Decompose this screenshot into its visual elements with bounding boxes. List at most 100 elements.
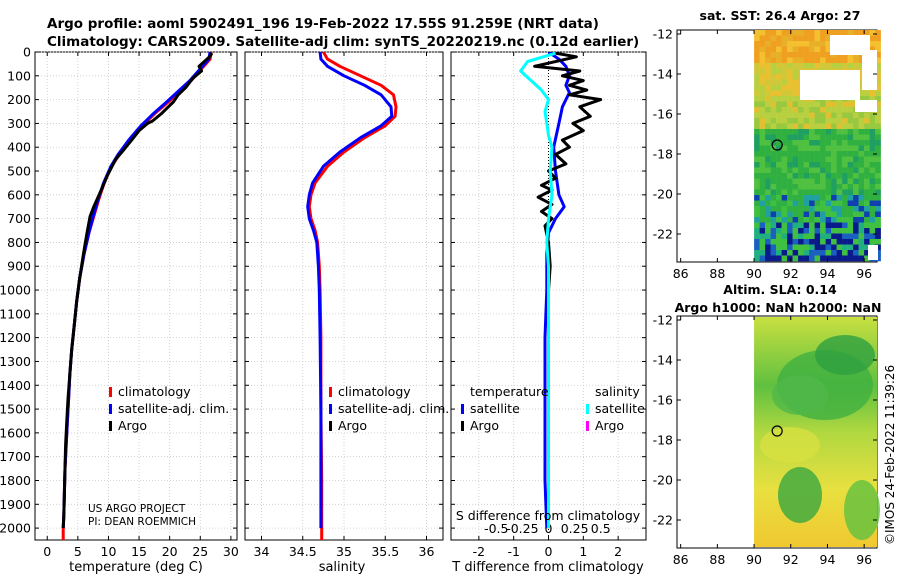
sst-cell <box>787 63 793 69</box>
sst-cell <box>798 195 804 201</box>
sst-cell <box>864 211 870 218</box>
sst-cell <box>798 222 804 229</box>
sst-cell <box>798 30 804 36</box>
sst-cell <box>787 74 793 80</box>
sst-cell <box>809 250 815 256</box>
sst-cell <box>875 96 881 102</box>
sst-cell <box>820 167 826 174</box>
sst-cell <box>814 134 821 141</box>
sst-cell <box>864 140 870 146</box>
sst-cell <box>803 206 810 212</box>
sst-cell <box>765 151 771 157</box>
sst-cell <box>831 173 837 179</box>
sla-blob <box>760 427 820 463</box>
sst-cell <box>836 63 843 69</box>
sst-cell <box>820 222 826 229</box>
sst-cell <box>792 96 799 102</box>
map-x-tick-label: 96 <box>856 266 872 281</box>
sst-cell <box>765 57 771 64</box>
sst-cell <box>836 233 843 240</box>
sst-cell <box>803 134 810 141</box>
sst-cell <box>825 46 832 53</box>
sst-cell <box>787 46 793 53</box>
sst-cell <box>781 178 788 185</box>
sst-cell <box>759 233 766 240</box>
sst-cell <box>869 184 876 190</box>
sst-cell <box>831 200 837 207</box>
sst-cell <box>809 112 815 119</box>
sst-cell <box>754 184 760 190</box>
sst-cell <box>770 107 777 113</box>
sst-cell <box>770 200 777 207</box>
sst-cell <box>825 162 832 168</box>
map-x-tick-label: 88 <box>709 552 725 567</box>
sst-cell <box>842 206 848 212</box>
sst-cell <box>770 228 777 234</box>
sst-cell <box>776 112 782 119</box>
sst-cell <box>770 68 777 75</box>
sst-cell <box>853 167 859 174</box>
sst-cell <box>869 206 876 212</box>
sst-cell <box>759 184 766 190</box>
sst-cell <box>853 57 859 64</box>
sst-cell <box>781 244 788 251</box>
sla-blob <box>844 480 880 540</box>
sst-cell <box>770 206 777 212</box>
sst-cell <box>781 173 788 179</box>
sst-cell <box>853 63 859 69</box>
sst-cell <box>754 129 760 135</box>
sst-map-ticks: 86 88 90 92 94 96 -12 -14 -16 -18 -20 -22 <box>653 27 877 281</box>
sst-cell <box>759 134 766 141</box>
sst-cell <box>858 79 865 86</box>
sst-cell <box>825 250 832 256</box>
sst-cell <box>776 101 782 108</box>
sst-cell <box>809 200 815 207</box>
sst-cell <box>759 189 766 196</box>
y-tick-label: 300 <box>7 116 31 131</box>
sst-cell <box>776 134 782 141</box>
sst-cell <box>864 123 870 130</box>
sst-cell <box>770 156 777 163</box>
sst-cell <box>831 189 837 196</box>
sst-cell <box>825 217 832 223</box>
sst-cell <box>754 134 760 141</box>
sst-cell <box>759 57 766 64</box>
sst-cell <box>792 162 799 168</box>
x-tick-label: 15 <box>131 544 147 559</box>
sst-cell <box>825 123 832 130</box>
sst-cell <box>754 90 760 97</box>
sst-cell <box>754 112 760 119</box>
sst-cell <box>858 96 865 102</box>
sst-cell <box>842 123 848 130</box>
sst-cell <box>765 156 771 163</box>
sst-cell <box>864 255 870 262</box>
sst-cell <box>831 63 837 69</box>
sst-cell <box>754 162 760 168</box>
sst-cell <box>770 244 777 251</box>
sst-cell <box>770 222 777 229</box>
sst-cell <box>858 189 865 196</box>
sst-cell <box>825 222 832 229</box>
sst-cell <box>864 118 870 124</box>
sst-cell <box>853 129 859 135</box>
sst-cell <box>759 85 766 91</box>
sst-cell <box>831 195 837 201</box>
sst-cell <box>869 178 876 185</box>
sst-cell <box>787 195 793 201</box>
sst-cell <box>814 173 821 179</box>
sst-cell <box>770 85 777 91</box>
sst-cell <box>836 211 843 218</box>
sst-cell <box>825 151 832 157</box>
sst-cell <box>842 200 848 207</box>
sst-no-data <box>800 70 860 100</box>
sst-cell <box>787 52 793 58</box>
sst-cell <box>869 167 876 174</box>
sst-cell <box>798 145 804 152</box>
sst-cell <box>787 162 793 168</box>
sst-cell <box>781 167 788 174</box>
sla-map-title-2: Argo h1000: NaN h2000: NaN <box>675 300 882 315</box>
sst-cell <box>820 151 826 157</box>
sst-cell <box>842 178 848 185</box>
sst-cell <box>820 145 826 152</box>
sst-cell <box>765 52 771 58</box>
